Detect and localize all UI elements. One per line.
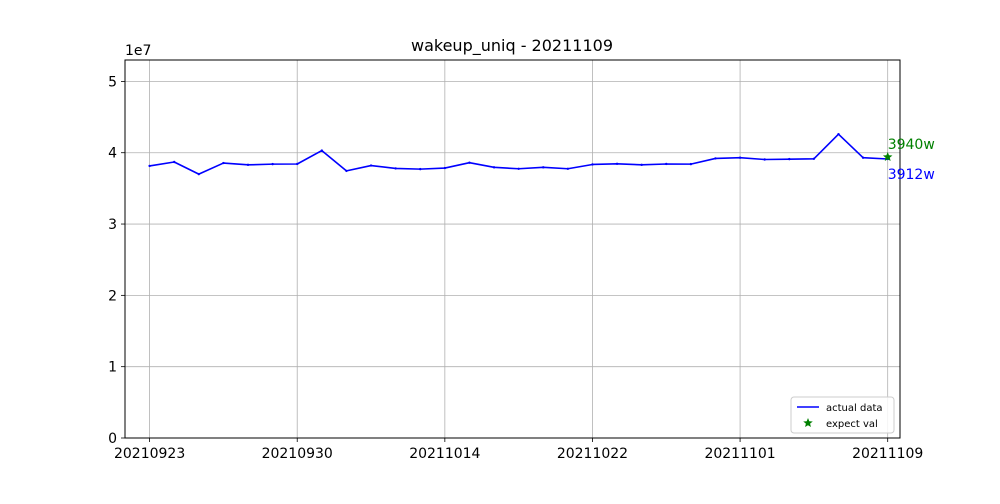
data-point-actual-data <box>591 163 594 166</box>
y-tick-label: 5 <box>108 74 117 90</box>
data-point-actual-data <box>394 167 397 170</box>
y-axis-exponent-label: 1e7 <box>125 43 151 59</box>
plot-area-frame <box>124 59 901 439</box>
legend: actual data expect val <box>790 396 895 434</box>
x-tick-label: 20211022 <box>557 446 628 462</box>
legend-box <box>790 396 895 434</box>
data-point-actual-data <box>222 161 225 165</box>
annotations: 3940w 3912w <box>888 137 935 183</box>
data-annotation: 3940w <box>888 137 935 153</box>
data-point-actual-data <box>148 164 151 168</box>
data-point-actual-data <box>369 164 373 167</box>
data-point-actual-data <box>468 161 471 164</box>
y-tick-label: 2 <box>108 288 117 304</box>
x-axis-ticks: 20210923 20210930 20211014 20211022 20211101… <box>114 438 923 462</box>
y-tick-label: 4 <box>108 146 117 162</box>
data-point-actual-data <box>566 167 570 170</box>
data-point-actual-data <box>517 167 520 170</box>
data-point-actual-data <box>296 162 299 166</box>
data-point-actual-data <box>173 160 176 164</box>
legend-label: actual data <box>826 403 883 414</box>
legend-swatch-star <box>803 418 813 428</box>
y-tick-label: 0 <box>108 431 117 447</box>
x-tick-label: 20211109 <box>852 446 923 462</box>
data-point-actual-data <box>443 166 447 170</box>
grid-lines <box>125 60 900 439</box>
data-point-actual-data <box>714 157 717 160</box>
x-tick-label: 20210923 <box>114 446 185 462</box>
data-point-actual-data <box>738 156 742 159</box>
y-tick-label: 1 <box>108 360 117 376</box>
data-point-actual-data <box>689 162 693 166</box>
data-point-actual-data <box>246 163 250 167</box>
data-point-actual-data <box>837 132 840 136</box>
data-point-actual-data <box>812 157 816 160</box>
star-marker-expect-val <box>882 152 893 162</box>
data-point-actual-data <box>542 166 545 169</box>
data-point-actual-data <box>492 166 496 169</box>
data-point-actual-data <box>615 162 619 165</box>
x-tick-label: 20210930 <box>262 446 333 462</box>
data-point-actual-data <box>320 149 324 152</box>
data-point-actual-data <box>763 158 766 161</box>
chart-title: wakeup_uniq - 20211109 <box>411 36 613 56</box>
data-point-actual-data <box>419 167 422 171</box>
data-point-actual-data <box>345 169 348 173</box>
y-tick-label: 3 <box>108 217 117 233</box>
x-tick-label: 20211101 <box>704 446 775 462</box>
legend-label: expect val <box>826 419 878 430</box>
data-point-actual-data <box>197 172 201 176</box>
data-point-actual-data <box>271 162 274 166</box>
data-annotation: 3912w <box>888 167 935 183</box>
data-point-actual-data <box>640 163 643 167</box>
series-layer <box>148 132 893 176</box>
data-point-actual-data <box>665 162 668 166</box>
x-tick-label: 20211014 <box>409 446 480 462</box>
y-axis-ticks: 0 1 2 3 4 5 <box>108 74 125 447</box>
data-point-actual-data <box>861 156 865 159</box>
data-point-actual-data <box>788 157 791 161</box>
